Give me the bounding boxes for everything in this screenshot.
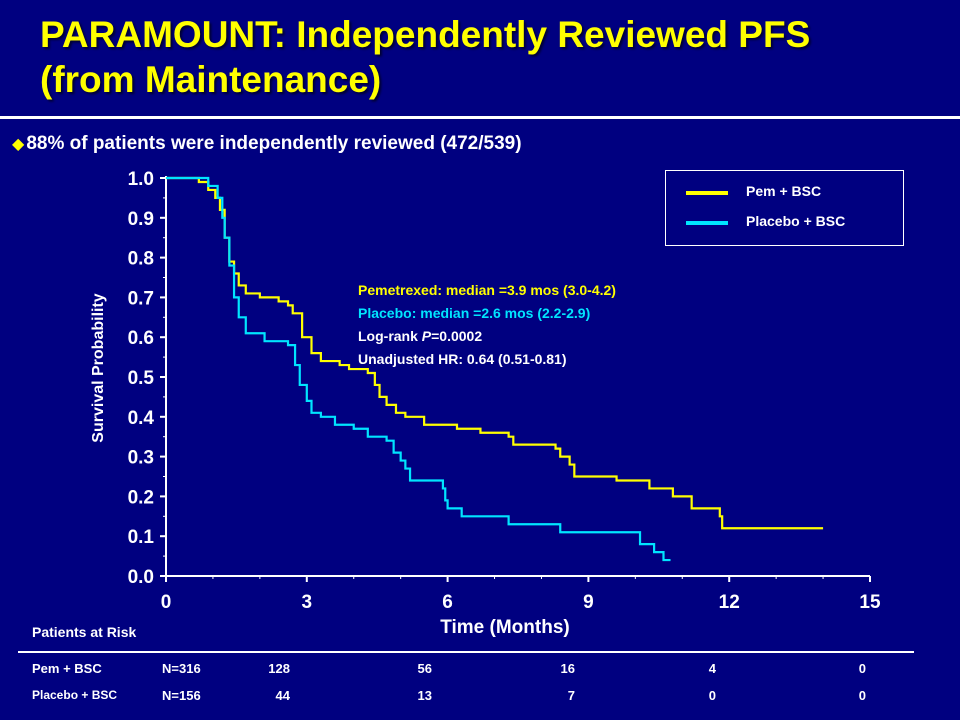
legend-swatch-pem (686, 191, 728, 195)
legend-swatch-placebo (686, 221, 728, 225)
risk-row-label: Pem + BSC (32, 661, 102, 676)
y-tick-label: 0.5 (128, 368, 155, 389)
y-tick-label: 0.2 (128, 487, 154, 508)
chart-series (166, 176, 824, 562)
risk-table-divider (18, 651, 914, 653)
risk-cell: N=156 (162, 688, 201, 703)
bullet-point: ◆ 88% of patients were independently revi… (12, 133, 522, 155)
annotation-hr: Unadjusted HR: 0.64 (0.51-0.81) (358, 351, 567, 367)
x-axis-label: Time (Months) (440, 617, 569, 638)
slide-title-line2: (from Maintenance) (40, 59, 382, 100)
risk-cell: 128 (268, 661, 290, 676)
annotation-logrank-value: =0.0002 (431, 328, 483, 344)
risk-cell: 16 (560, 661, 575, 676)
x-tick-label: 15 (859, 592, 881, 613)
y-tick-label: 0.0 (128, 567, 154, 588)
risk-cell: 0 (858, 661, 866, 676)
annotation-pemetrexed-median: Pemetrexed: median =3.9 mos (3.0-4.2) (358, 282, 616, 298)
bullet-text: 88% of patients were independently revie… (26, 133, 522, 154)
risk-row-label: Placebo + BSC (32, 688, 118, 702)
legend-item-placebo: Placebo + BSC (686, 213, 896, 233)
y-tick-label: 0.4 (128, 408, 155, 429)
y-tick-label: 1.0 (128, 169, 154, 190)
x-tick-label: 3 (302, 592, 313, 613)
annotation-logrank: Log-rank P=0.0002 (358, 328, 482, 344)
risk-cell: N=316 (162, 661, 201, 676)
risk-cell: 0 (858, 688, 866, 703)
risk-cell: 0 (708, 688, 716, 703)
y-tick-label: 0.7 (128, 288, 154, 309)
chart-ticks: 0.0 0.1 0.2 0.3 0.4 0.5 0.6 0.7 0.8 0.9 1.0 0 3 6 9 12 1… (128, 169, 881, 613)
legend-label-pem: Pem + BSC (746, 183, 822, 199)
annotation-placebo-median: Placebo: median =2.6 mos (2.2-2.9) (358, 305, 591, 321)
title-divider (0, 116, 960, 119)
annotation-logrank-prefix: Log-rank (358, 328, 422, 344)
slide-title: PARAMOUNT: Independently Reviewed PFS (f… (40, 12, 940, 102)
x-tick-label: 12 (719, 592, 740, 613)
x-tick-label: 6 (442, 592, 453, 613)
x-tick-label: 9 (583, 592, 594, 613)
slide-title-line1: PARAMOUNT: Independently Reviewed PFS (40, 14, 811, 55)
legend-label-placebo: Placebo + BSC (746, 213, 846, 229)
annotation-logrank-p: P (421, 328, 432, 344)
risk-cell: 56 (417, 661, 432, 676)
risk-cell: 4 (708, 661, 716, 676)
diamond-bullet-icon: ◆ (12, 136, 25, 153)
y-axis-label: Survival Probability (90, 293, 107, 442)
y-tick-label: 0.6 (128, 328, 154, 349)
risk-cell: 7 (567, 688, 575, 703)
chart-legend: Pem + BSC Placebo + BSC (665, 170, 904, 246)
risk-table-title: Patients at Risk (32, 624, 137, 640)
risk-cell: 13 (417, 688, 432, 703)
series-line-pem-bsc (166, 176, 824, 530)
y-tick-label: 0.8 (128, 249, 154, 270)
risk-cell: 44 (275, 688, 290, 703)
y-tick-label: 0.1 (128, 527, 155, 548)
y-tick-label: 0.3 (128, 448, 154, 469)
legend-item-pem: Pem + BSC (686, 183, 896, 203)
x-tick-label: 0 (161, 592, 172, 613)
y-tick-label: 0.9 (128, 209, 154, 230)
series-line-placebo-bsc (166, 176, 671, 562)
